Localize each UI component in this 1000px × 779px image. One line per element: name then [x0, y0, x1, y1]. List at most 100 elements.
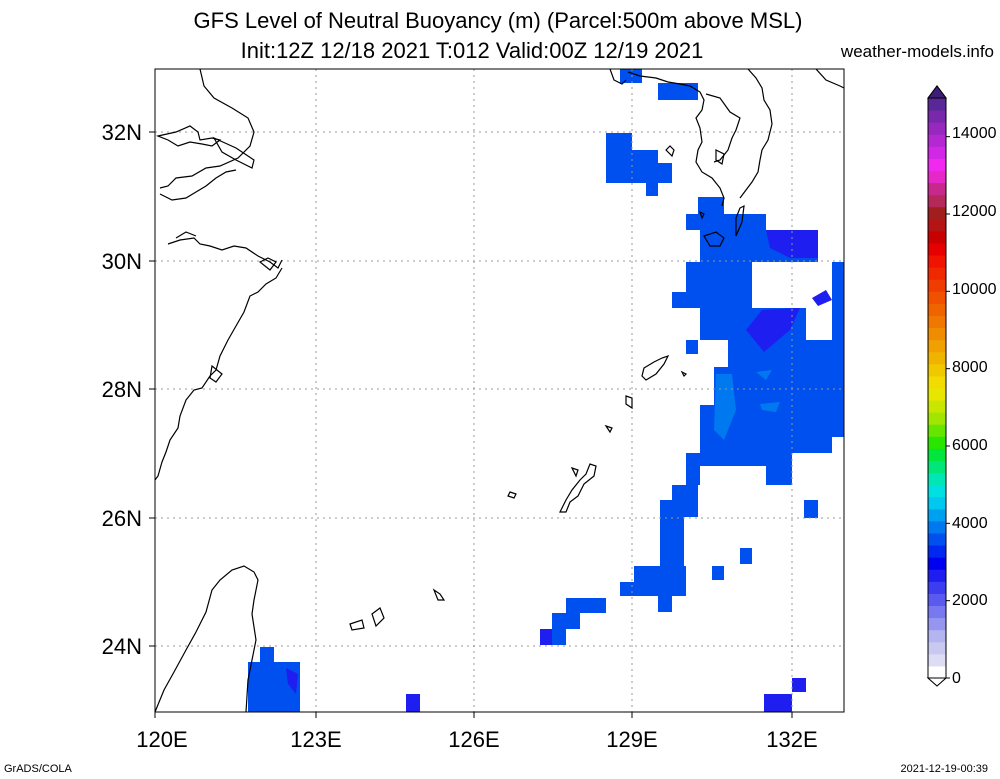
buoyancy-field	[248, 69, 844, 712]
field-patch	[660, 500, 684, 566]
colorbar-swatch	[928, 581, 946, 594]
colorbar-swatch	[928, 472, 946, 486]
field-patch	[606, 133, 632, 183]
colorbar-swatch	[928, 375, 946, 389]
colorbar-swatch	[928, 533, 946, 546]
colorbar-label: 14000	[952, 125, 997, 142]
colorbar-swatch	[928, 448, 946, 461]
colorbar-swatch	[928, 122, 946, 135]
colorbar-swatch	[928, 170, 946, 184]
lon-label: 129E	[606, 727, 657, 752]
chart-subtitle: Init:12Z 12/18 2021 T:012 Valid:00Z 12/1…	[240, 38, 704, 63]
lon-label: 120E	[136, 727, 187, 752]
lat-label: 28N	[102, 377, 142, 402]
colorbar-swatch	[928, 593, 946, 606]
colorbar-swatch	[928, 230, 946, 244]
colorbar-swatch	[928, 158, 946, 171]
field-patch	[658, 596, 672, 612]
footer-credit: GrADS/COLA	[4, 763, 72, 775]
lon-labels: 120E 123E 126E 129E 132E	[136, 727, 817, 752]
field-light	[760, 402, 780, 412]
colorbar-swatch	[928, 569, 946, 582]
colorbar-swatch	[928, 484, 946, 498]
colorbar-swatch	[928, 557, 946, 570]
colorbar-swatch	[928, 291, 946, 304]
field-patch	[646, 183, 658, 196]
field-patch	[620, 69, 642, 83]
colorbar-swatch	[928, 520, 946, 534]
field-core	[746, 308, 800, 352]
field-patch	[712, 566, 724, 580]
colorbar-swatch	[928, 315, 946, 329]
colorbar-label: 6000	[952, 437, 988, 454]
field-patch	[552, 629, 566, 645]
field-patch	[248, 647, 300, 712]
field-patch	[658, 163, 672, 183]
field-light	[714, 374, 736, 440]
field-gap	[724, 230, 752, 246]
colorbar-swatch	[928, 267, 946, 280]
colorbar-swatch	[928, 436, 946, 449]
lat-label: 24N	[102, 634, 142, 659]
colorbar-label: 2000	[952, 592, 988, 609]
colorbar-swatch	[928, 339, 946, 353]
colorbar-label: 12000	[952, 203, 997, 220]
website-credit: weather-models.info	[840, 42, 994, 61]
field-patch	[540, 629, 552, 645]
colorbar-swatch	[928, 351, 946, 365]
tick-marks	[149, 131, 793, 718]
colorbar-label: 10000	[952, 281, 997, 298]
colorbar-swatch	[928, 303, 946, 316]
colorbar-swatch	[928, 388, 946, 401]
coastlines	[155, 69, 844, 712]
field-patch	[406, 694, 420, 712]
colorbar-swatch	[928, 412, 946, 425]
field-patch	[552, 613, 580, 629]
field-patch	[804, 500, 818, 518]
gridlines	[155, 69, 844, 712]
field-patch	[764, 694, 792, 712]
colorbar-swatch	[928, 146, 946, 159]
field-core	[812, 290, 832, 306]
colorbar-label: 0	[952, 670, 961, 687]
colorbar-max-arrow	[927, 85, 947, 99]
colorbar-swatch	[928, 605, 946, 619]
colorbar-swatch	[928, 629, 946, 643]
colorbar-swatch	[928, 327, 946, 341]
colorbar-label: 4000	[952, 515, 988, 532]
footer-timestamp: 2021-12-19-00:39	[900, 763, 988, 775]
lat-labels: 32N 30N 28N 26N 24N	[102, 120, 142, 659]
lon-label: 132E	[766, 727, 817, 752]
lat-label: 30N	[102, 249, 142, 274]
colorbar	[926, 85, 950, 687]
lon-label: 123E	[290, 727, 341, 752]
colorbar-swatch	[928, 496, 946, 510]
field-patch	[620, 582, 640, 596]
lat-label: 32N	[102, 120, 142, 145]
colorbar-swatch	[928, 206, 946, 220]
field-patch	[686, 340, 698, 354]
colorbar-swatch	[928, 424, 946, 437]
colorbar-min-arrow	[926, 677, 948, 687]
field-patch	[566, 598, 606, 613]
chart-title: GFS Level of Neutral Buoyancy (m) (Parce…	[193, 8, 803, 33]
colorbar-swatch	[928, 508, 946, 522]
colorbar-swatch	[928, 641, 946, 655]
colorbar-swatch	[928, 279, 946, 292]
colorbar-swatch	[928, 134, 946, 147]
colorbar-swatch	[928, 110, 946, 123]
colorbar-swatch	[928, 363, 946, 377]
field-patch	[792, 678, 806, 692]
field-patch	[632, 150, 658, 183]
colorbar-swatch	[928, 255, 946, 268]
field-core	[286, 668, 298, 694]
field-light	[756, 370, 772, 380]
colorbar-swatch	[928, 182, 946, 196]
map-frame	[154, 68, 845, 713]
colorbar-label: 8000	[952, 359, 988, 376]
field-patch	[658, 83, 698, 100]
colorbar-swatch	[928, 665, 946, 679]
field-patch	[634, 566, 686, 596]
field-patch	[740, 548, 752, 564]
